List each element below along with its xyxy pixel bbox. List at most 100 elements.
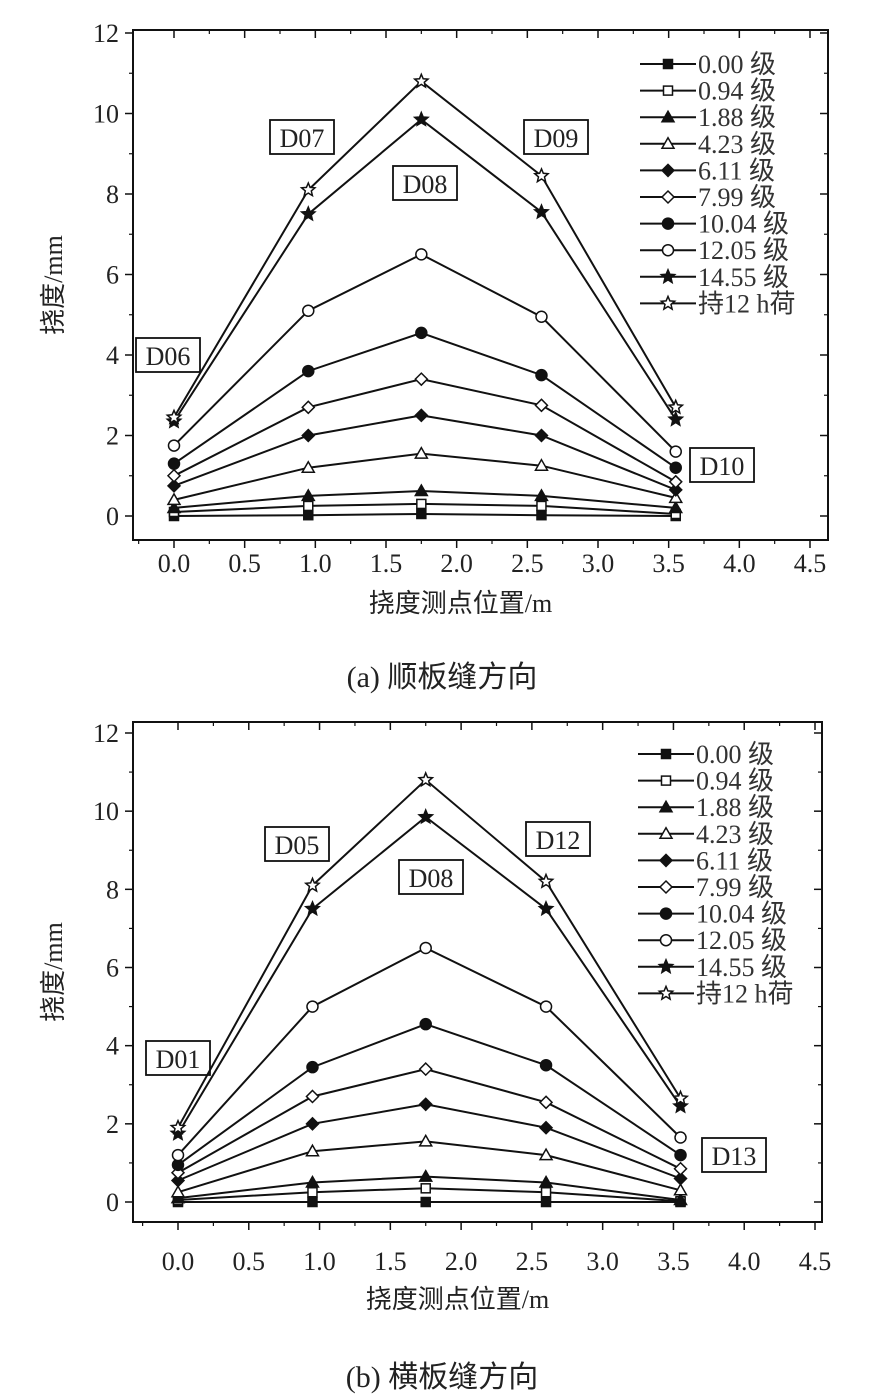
marker-square bbox=[303, 509, 314, 521]
x-tick-label: 4.0 bbox=[723, 549, 756, 578]
x-tick-label: 0.0 bbox=[162, 1247, 195, 1276]
marker-diamond bbox=[170, 1173, 186, 1188]
y-tick-label: 12 bbox=[93, 719, 119, 748]
series-0 bbox=[172, 1196, 686, 1208]
marker-square bbox=[416, 498, 427, 510]
marker-star bbox=[169, 1124, 187, 1141]
legend-label: 4.23 级 bbox=[698, 130, 776, 159]
marker-square bbox=[662, 85, 674, 96]
marker-star bbox=[537, 899, 555, 917]
marker-circle bbox=[167, 439, 181, 452]
marker-triangle bbox=[673, 1182, 688, 1196]
series-9 bbox=[169, 770, 690, 1135]
marker-diamond bbox=[668, 482, 683, 497]
legend-entry: 10.04 级 bbox=[638, 900, 787, 929]
point-label: D09 bbox=[534, 124, 579, 153]
y-tick-label: 0 bbox=[106, 502, 119, 531]
marker-circle bbox=[661, 217, 675, 230]
marker-circle bbox=[415, 248, 428, 261]
legend-entry: 12.05 级 bbox=[640, 236, 789, 265]
legend-entry: 1.88 级 bbox=[638, 793, 774, 822]
y-tick-label: 2 bbox=[106, 1110, 119, 1139]
series-2 bbox=[170, 1169, 688, 1206]
series-7 bbox=[167, 248, 682, 458]
marker-diamond bbox=[305, 1116, 320, 1131]
point-label-box bbox=[523, 119, 589, 155]
y-tick-label: 6 bbox=[106, 261, 119, 290]
point-label: D10 bbox=[700, 452, 745, 481]
marker-square bbox=[662, 58, 674, 70]
point-label: D13 bbox=[712, 1142, 757, 1171]
legend-entry: 6.11 级 bbox=[640, 156, 775, 185]
legend-label: 0.94 级 bbox=[698, 77, 776, 106]
marker-circle bbox=[167, 457, 181, 470]
marker-square bbox=[536, 509, 547, 521]
marker-triangle bbox=[660, 136, 676, 150]
point-label-box bbox=[135, 337, 201, 373]
point-label-box bbox=[701, 1137, 767, 1173]
legend-entry: 4.23 级 bbox=[640, 130, 776, 159]
marker-triangle bbox=[534, 458, 549, 471]
legend-entry: 0.94 级 bbox=[638, 767, 774, 796]
marker-triangle bbox=[668, 500, 684, 514]
series-5 bbox=[166, 372, 683, 489]
marker-diamond bbox=[673, 1161, 688, 1176]
point-label-box bbox=[398, 859, 464, 895]
legend-entry: 0.00 级 bbox=[638, 740, 774, 769]
marker-diamond bbox=[166, 478, 182, 493]
marker-circle bbox=[306, 1000, 319, 1013]
marker-square bbox=[540, 1186, 552, 1198]
point-label: D08 bbox=[409, 864, 454, 893]
marker-triangle bbox=[305, 1174, 320, 1188]
series-4 bbox=[166, 408, 683, 497]
series-line bbox=[177, 1068, 681, 1174]
marker-diamond bbox=[301, 400, 316, 415]
marker-triangle bbox=[658, 826, 674, 840]
marker-star bbox=[667, 398, 685, 415]
marker-star bbox=[299, 181, 317, 198]
y-tick-label: 8 bbox=[106, 180, 119, 209]
series-8 bbox=[169, 808, 690, 1141]
x-tick-label: 3.5 bbox=[652, 549, 685, 578]
marker-circle bbox=[171, 1148, 185, 1162]
series-7 bbox=[171, 941, 687, 1162]
marker-star bbox=[532, 166, 550, 184]
marker-square bbox=[416, 508, 427, 520]
series-line bbox=[177, 946, 682, 1156]
x-tick-label: 4.0 bbox=[728, 1247, 761, 1276]
marker-diamond bbox=[538, 1120, 554, 1135]
legend-entry: 7.99 级 bbox=[638, 873, 774, 902]
marker-square bbox=[307, 1196, 318, 1208]
y-tick-label: 6 bbox=[106, 954, 119, 983]
marker-circle bbox=[674, 1148, 687, 1162]
marker-triangle bbox=[414, 483, 429, 497]
marker-diamond bbox=[534, 398, 549, 413]
x-tick-label: 3.0 bbox=[586, 1247, 619, 1276]
series-line bbox=[177, 778, 682, 1129]
marker-star bbox=[417, 770, 435, 788]
point-label: D12 bbox=[536, 826, 581, 855]
marker-star bbox=[537, 872, 555, 889]
marker-triangle bbox=[418, 1169, 434, 1182]
marker-triangle bbox=[534, 488, 549, 502]
point-label: D07 bbox=[280, 124, 325, 153]
marker-triangle bbox=[668, 490, 684, 504]
legend-label: 7.99 级 bbox=[696, 873, 774, 902]
marker-circle bbox=[539, 1058, 553, 1072]
marker-star bbox=[672, 1089, 690, 1106]
marker-diamond bbox=[673, 1171, 688, 1186]
x-tick-label: 3.5 bbox=[657, 1247, 690, 1276]
marker-circle bbox=[659, 907, 673, 920]
point-label-box bbox=[269, 119, 335, 155]
series-line bbox=[173, 378, 677, 483]
series-6 bbox=[167, 326, 682, 474]
legend-label: 持12 h荷 bbox=[696, 979, 794, 1008]
legend-entry: 0.00 级 bbox=[640, 50, 776, 79]
marker-star bbox=[672, 1097, 690, 1114]
x-axis-title: 挠度测点位置/m bbox=[366, 1285, 549, 1314]
marker-triangle bbox=[166, 492, 182, 506]
legend-label: 1.88 级 bbox=[698, 103, 776, 132]
marker-star bbox=[303, 876, 321, 893]
marker-diamond bbox=[418, 1097, 433, 1112]
